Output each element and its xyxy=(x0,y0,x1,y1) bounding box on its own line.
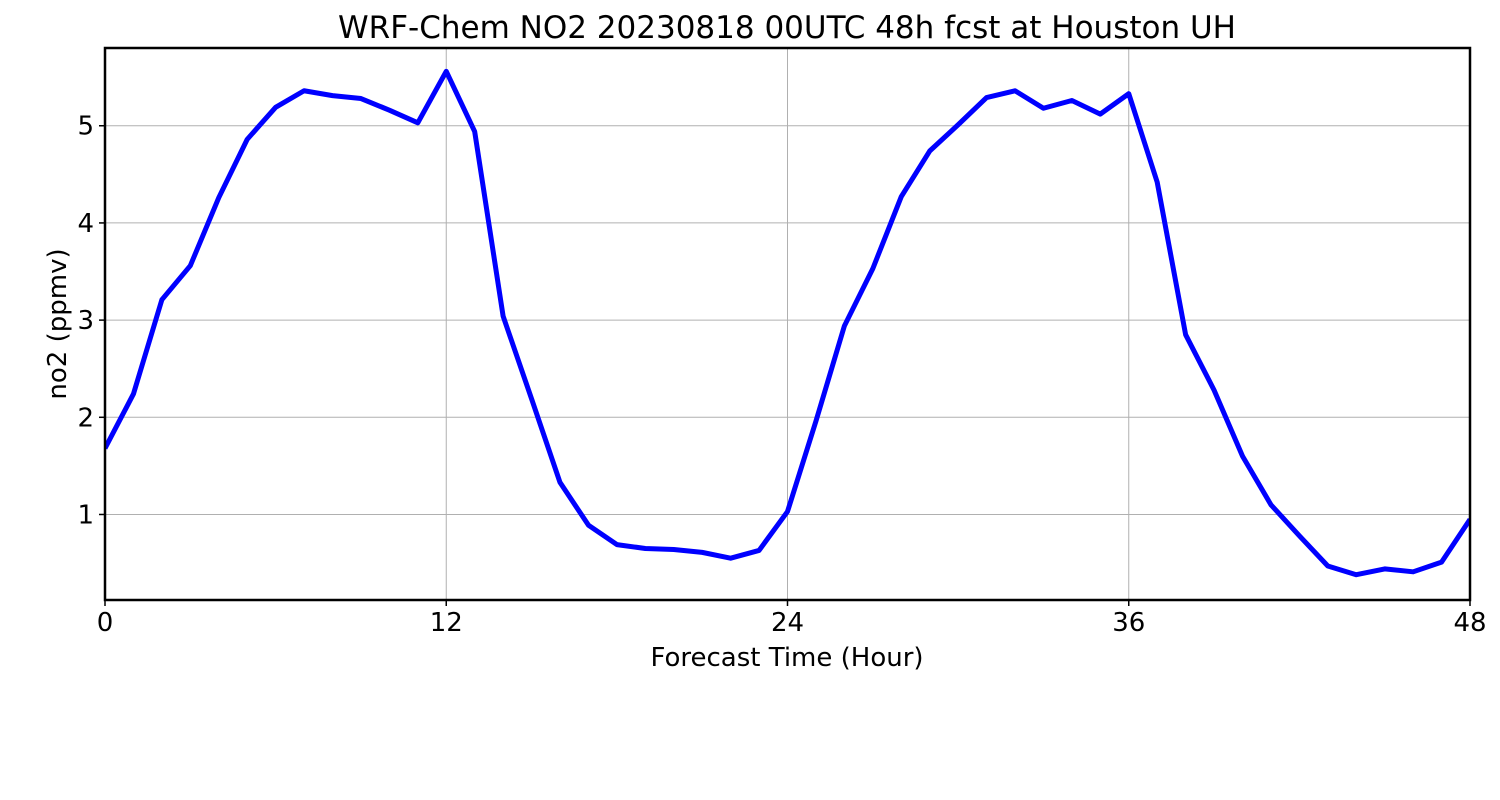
chart-title: WRF-Chem NO2 20230818 00UTC 48h fcst at … xyxy=(338,10,1236,46)
y-tick-label: 4 xyxy=(77,209,94,239)
x-axis-label: Forecast Time (Hour) xyxy=(650,643,923,673)
y-tick-label: 5 xyxy=(77,112,94,142)
y-tick-label: 1 xyxy=(77,500,94,530)
x-tick-label: 12 xyxy=(430,608,463,638)
x-tick-label: 0 xyxy=(97,608,114,638)
y-tick-label: 3 xyxy=(77,306,94,336)
x-tick-label: 36 xyxy=(1112,608,1145,638)
y-axis-label: no2 (ppmv) xyxy=(43,248,73,399)
series-layer xyxy=(105,68,1470,578)
y-tick-label: 2 xyxy=(77,403,94,433)
x-tick-label: 24 xyxy=(771,608,804,638)
grid xyxy=(104,48,1471,600)
x-tick-label: 48 xyxy=(1453,608,1486,638)
no2-series-line xyxy=(105,68,1470,578)
